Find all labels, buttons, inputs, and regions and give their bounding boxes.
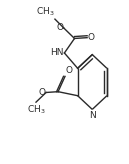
Text: O: O — [38, 88, 45, 97]
Text: N: N — [89, 111, 96, 120]
Text: O: O — [66, 66, 73, 75]
Text: CH$_3$: CH$_3$ — [36, 5, 54, 18]
Text: O: O — [88, 33, 95, 42]
Text: O: O — [56, 23, 63, 32]
Text: CH$_3$: CH$_3$ — [27, 104, 45, 116]
Text: HN: HN — [50, 49, 64, 57]
